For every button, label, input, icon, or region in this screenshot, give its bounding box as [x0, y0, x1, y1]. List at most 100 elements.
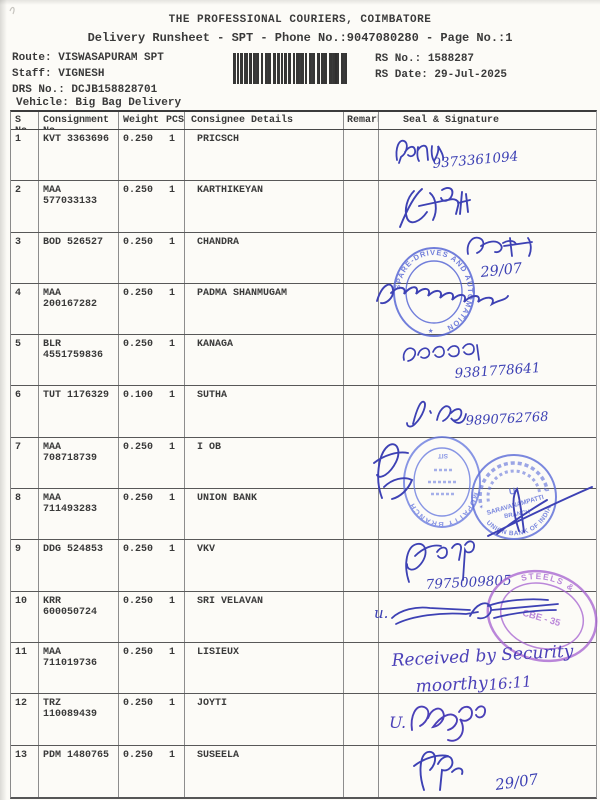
- table-row: 4 MAA 200167282 0.250 1 PADMA SHANMUGAM: [11, 283, 596, 336]
- cell-weight-pcs: 0.250 1: [119, 591, 185, 642]
- cell-seal: [379, 335, 596, 385]
- cell-weight: 0.100: [123, 390, 154, 402]
- cell-sno: 1: [11, 130, 39, 181]
- cell-sno: 10: [11, 591, 39, 642]
- staff-label: Staff:: [12, 68, 52, 80]
- table-row: 3 BOD 526527 0.250 1 CHANDRA: [11, 232, 596, 284]
- cell-sno: 3: [11, 232, 39, 283]
- rs-no-field: RS No.: 1588287: [375, 53, 474, 65]
- cell-remarks: [344, 283, 379, 335]
- cell-remarks: [344, 386, 379, 437]
- cell-consignment: MAA 708718739: [39, 437, 119, 489]
- cell-weight-pcs: 0.250 1: [119, 437, 185, 489]
- cell-consignment: MAA 711019736: [39, 642, 119, 694]
- cell-weight-pcs: 0.250 1: [119, 181, 185, 232]
- cell-pcs: 1: [169, 749, 176, 761]
- header-remarks: Remarks: [344, 112, 379, 129]
- cell-consignment: DDG 524853: [39, 540, 119, 591]
- cell-seal: [379, 284, 596, 334]
- cell-consignee: SRI VELAVAN: [185, 591, 344, 642]
- cell-remarks: [344, 437, 379, 489]
- header-seal: Seal & Signature: [403, 115, 500, 126]
- cell-pcs: 1: [169, 134, 176, 145]
- vehicle-value: Big Bag Delivery: [75, 97, 182, 109]
- cell-weight: 0.250: [123, 493, 154, 505]
- cell-remarks: [344, 540, 379, 591]
- table-row: 13 PDM 1480765 0.250 1 SUSEELA: [11, 745, 596, 797]
- header-weight: Weight: [123, 115, 160, 126]
- header-sno: S No: [11, 112, 39, 129]
- cell-consignment: PDM 1480765: [39, 745, 119, 797]
- cell-weight: 0.250: [123, 134, 154, 145]
- cell-consignee: SUTHA: [185, 386, 344, 437]
- drs-no-field: DRS No.: DCJB158828701: [12, 84, 157, 96]
- cell-consignee: LISIEUX: [185, 642, 344, 694]
- page-subtitle: Delivery Runsheet - SPT - Phone No.:9047…: [87, 31, 513, 45]
- rs-date-label: RS Date:: [375, 69, 428, 81]
- cell-weight: 0.250: [123, 441, 154, 453]
- cell-sno: 4: [11, 283, 39, 335]
- cell-weight: 0.250: [123, 339, 154, 351]
- cell-weight: 0.250: [123, 595, 154, 607]
- table-row: 1 KVT 3363696 0.250 1 PRICSCH: [11, 130, 596, 182]
- cell-remarks: [344, 130, 379, 181]
- route-field: Route: VISWASAPURAM SPT: [12, 52, 164, 64]
- cell-pcs: 1: [169, 390, 176, 402]
- cell-sno: 12: [11, 694, 39, 745]
- cell-pcs: 1: [169, 185, 176, 197]
- cell-seal: [379, 694, 596, 744]
- drs-value: DCJB158828701: [71, 84, 158, 96]
- cell-seal: [379, 592, 596, 642]
- cell-remarks: [344, 591, 379, 642]
- cell-sno: 2: [11, 181, 39, 232]
- cell-remarks: [344, 489, 379, 540]
- cell-pcs: 1: [169, 236, 176, 248]
- cell-seal: [379, 181, 596, 231]
- cell-pcs: 1: [169, 493, 176, 505]
- vehicle-field: Vehicle: Big Bag Delivery: [16, 97, 181, 109]
- rs-date-value: 29-Jul-2025: [434, 69, 508, 81]
- cell-consignee: PRICSCH: [185, 130, 344, 181]
- cell-remarks: [344, 642, 379, 694]
- cell-consignment: MAA 200167282: [39, 283, 119, 335]
- cell-consignee: CHANDRA: [185, 232, 344, 283]
- table-row: 11 MAA 711019736 0.250 1 LISIEUX: [11, 642, 596, 695]
- cell-consignee: KANAGA: [185, 335, 344, 386]
- vehicle-label: Vehicle:: [16, 97, 69, 109]
- cell-pcs: 1: [169, 339, 176, 351]
- cell-sno: 11: [11, 642, 39, 694]
- cell-consignee: PADMA SHANMUGAM: [185, 283, 344, 335]
- cell-weight-pcs: 0.250 1: [119, 232, 185, 283]
- cell-sno: 8: [11, 489, 39, 540]
- cell-remarks: [344, 181, 379, 232]
- cell-consignment: KRR 600050724: [39, 591, 119, 642]
- scan-edge-shadow-top: [0, 0, 600, 5]
- cell-seal: [379, 540, 596, 590]
- cell-weight-pcs: 0.250 1: [119, 335, 185, 386]
- cell-weight: 0.250: [123, 544, 154, 556]
- header-pcs: PCS: [165, 115, 184, 126]
- cell-seal: [379, 386, 596, 436]
- table-row: 5 BLR 4551759836 0.250 1 KANAGA: [11, 335, 596, 387]
- cell-sno: 5: [11, 335, 39, 386]
- cell-remarks: [344, 745, 379, 797]
- staff-field: Staff: VIGNESH: [12, 68, 104, 80]
- drs-label: DRS No.:: [12, 84, 65, 96]
- scan-edge-shadow: [0, 0, 7, 800]
- cell-sno: 13: [11, 745, 39, 797]
- cell-consignment: KVT 3363696: [39, 130, 119, 181]
- route-value: VISWASAPURAM SPT: [58, 52, 164, 64]
- header-consignee: Consignee Details: [185, 112, 344, 129]
- cell-seal: [379, 130, 596, 180]
- cell-sno: 9: [11, 540, 39, 591]
- cell-seal: [379, 438, 596, 488]
- cell-pcs: 1: [169, 646, 176, 658]
- table-row: 12 TRZ 110089439 0.250 1 JOYTI: [11, 694, 596, 746]
- cell-seal: [379, 643, 596, 693]
- cell-pcs: 1: [169, 287, 176, 299]
- barcode: [233, 53, 348, 84]
- cell-weight-pcs: 0.250 1: [119, 745, 185, 797]
- cell-consignee: KARTHIKEYAN: [185, 181, 344, 232]
- cell-weight-pcs: 0.250 1: [119, 283, 185, 335]
